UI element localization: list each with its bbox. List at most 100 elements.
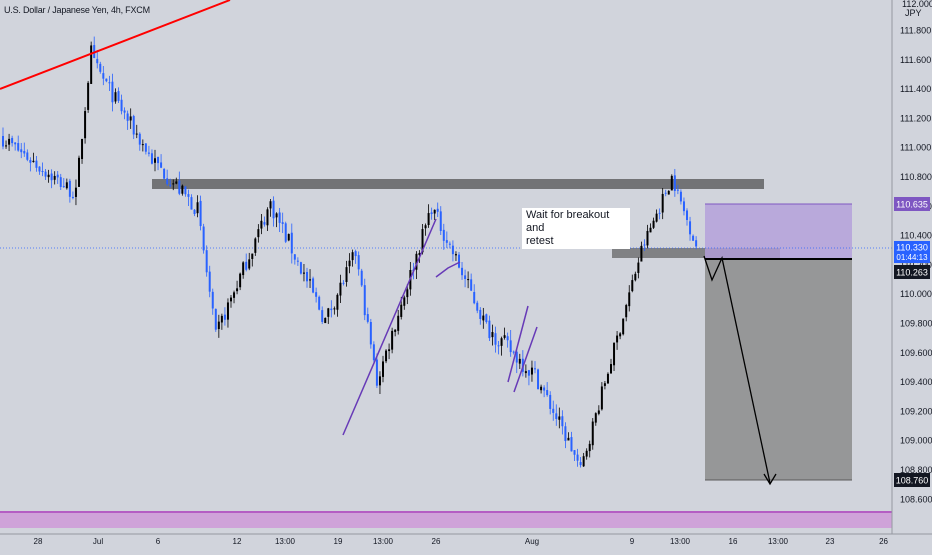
candle-body [144, 143, 147, 152]
candle-body [543, 387, 546, 391]
candle-body [664, 192, 667, 194]
candle-body [442, 229, 445, 241]
candle-body [68, 180, 71, 197]
time-axis-ticks: 28 Jul 6 12 13:00 19 13:00 26 Aug 9 13:00 16 13:00 23… [34, 537, 889, 546]
candle-body [430, 212, 433, 215]
candle-body [689, 221, 692, 235]
candle-body [454, 254, 457, 256]
candle-body [494, 333, 497, 345]
candle-body [23, 150, 26, 154]
entry-price-badge: 110.263 [894, 265, 930, 279]
candle-body [199, 200, 202, 227]
candle-body [44, 171, 47, 177]
candle-body [603, 383, 606, 386]
candle-body [695, 240, 698, 247]
time-tick-label: 28 [34, 537, 43, 546]
candle-body [461, 267, 464, 276]
candle-body [239, 273, 242, 288]
annotation-note[interactable]: Wait for breakout and retest [522, 208, 630, 249]
price-tick-label: 108.600 [900, 494, 932, 504]
trendline-channel-3[interactable] [513, 326, 538, 393]
candle-body [269, 201, 272, 209]
time-tick-label: 26 [432, 537, 441, 546]
current-price-badge: 110.330 01:44:13 [894, 241, 930, 263]
candle-body [388, 349, 391, 352]
candle-body [126, 113, 129, 121]
candle-body [102, 73, 105, 79]
candle-body [594, 413, 597, 423]
flag-line-1[interactable] [435, 261, 461, 278]
candle-body [181, 185, 184, 194]
candle-body [686, 210, 688, 220]
price-tick-label: 111.800 [900, 26, 931, 36]
candle-body [71, 196, 74, 199]
candle-body [230, 297, 232, 302]
target-price-badge: 110.635 [894, 197, 930, 211]
candle-body [488, 320, 491, 339]
candle-body [96, 58, 99, 64]
candle-body [427, 213, 430, 226]
candle-body [53, 175, 56, 180]
candle-body [2, 135, 4, 147]
time-tick-label: 23 [826, 537, 835, 546]
candle-body [154, 158, 156, 163]
price-tick-label: 109.400 [900, 377, 932, 387]
candle-body [284, 223, 287, 242]
candle-body [537, 369, 540, 390]
candle-body [424, 225, 427, 229]
candle-body [50, 173, 53, 181]
trendline-red[interactable] [0, 0, 231, 90]
stop-price-label: 108.760 [896, 476, 929, 486]
candle-body [561, 416, 564, 427]
candle-body [47, 174, 50, 178]
candle-body [582, 456, 585, 467]
candle-body [470, 279, 473, 291]
trendline-channel-1[interactable] [342, 218, 437, 436]
candle-body [622, 318, 625, 335]
candle-body [348, 260, 351, 267]
candle-body [631, 280, 634, 292]
candle-body [634, 273, 637, 281]
candle-body [117, 91, 120, 101]
candle-body [655, 213, 658, 222]
candle-body [652, 220, 655, 228]
price-axis-currency: JPY [905, 8, 922, 18]
candle-body [515, 351, 518, 363]
candle-body [175, 181, 178, 184]
candle-body [382, 361, 384, 377]
candle-body [315, 292, 318, 297]
candle-body [287, 234, 290, 241]
candle-body [518, 358, 521, 364]
price-tick-label: 111.600 [900, 55, 931, 65]
trendline-channel-2[interactable] [507, 305, 529, 383]
candle-body [11, 137, 14, 144]
candle-body [692, 235, 695, 241]
candle-body [491, 332, 494, 338]
candle-body [114, 92, 117, 102]
time-tick-label: Aug [525, 537, 539, 546]
candle-body [503, 335, 506, 338]
candle-body [597, 410, 600, 414]
candle-body [263, 222, 266, 225]
candle-body [163, 168, 166, 179]
candle-body [147, 152, 150, 154]
chart-title: U.S. Dollar / Japanese Yen, 4h, FXCM [4, 5, 150, 15]
candle-body [35, 160, 38, 168]
candle-body [260, 220, 263, 229]
candle-body [233, 292, 236, 298]
candle-body [363, 285, 366, 316]
candle-body [296, 260, 299, 262]
candle-body [476, 302, 479, 311]
candle-body [549, 394, 552, 409]
loss-zone [705, 259, 852, 480]
candle-body [616, 335, 619, 343]
candle-body [509, 340, 512, 353]
price-tick-label: 109.200 [900, 406, 932, 416]
candle-body [345, 267, 348, 283]
candle-body [482, 315, 485, 321]
candle-body [333, 308, 336, 310]
candle-body [157, 156, 160, 164]
candle-body [439, 211, 442, 231]
